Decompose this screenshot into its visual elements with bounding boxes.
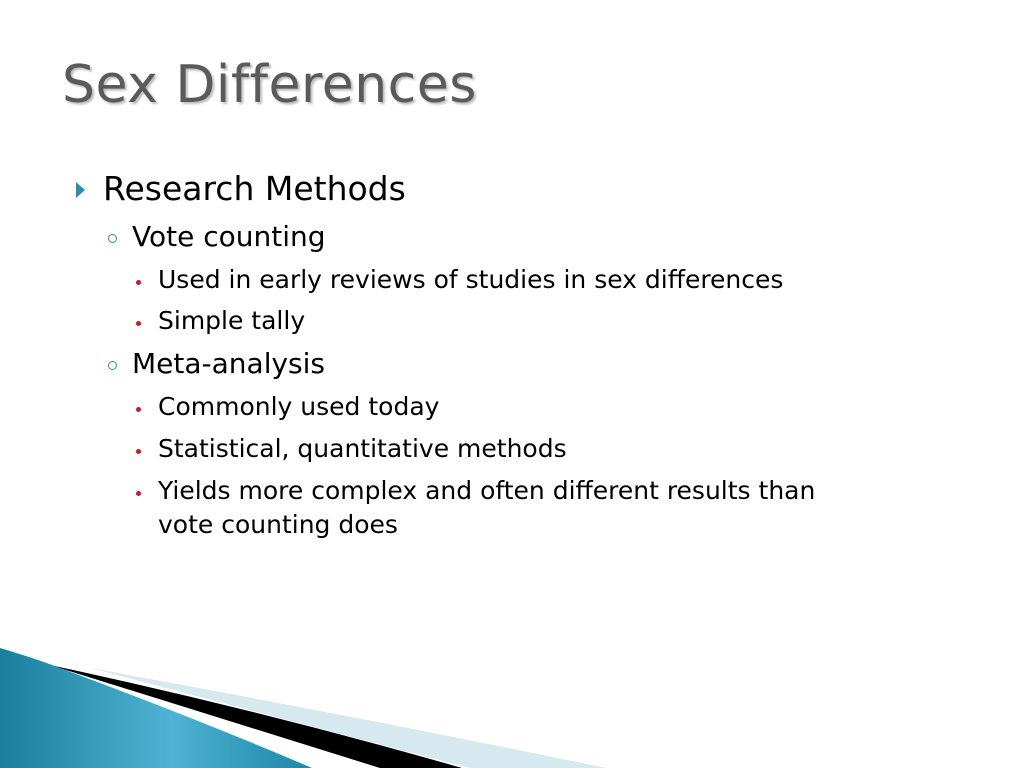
bullet-early-reviews: Used in early reviews of studies in sex … — [158, 265, 784, 294]
black-band — [50, 665, 462, 768]
light-band — [90, 668, 606, 768]
blue-wedge — [0, 648, 312, 768]
bullet-vote-counting: Vote counting — [132, 220, 326, 253]
dot-bullet-icon — [136, 449, 141, 454]
bullet-yields-more-continued: vote counting does — [158, 510, 398, 539]
dot-bullet-icon — [136, 407, 141, 412]
dot-bullet-icon — [136, 280, 141, 285]
arrow-bullet-icon — [76, 182, 85, 198]
bullet-commonly-used: Commonly used today — [158, 392, 440, 421]
slide-title: Sex Differences — [62, 55, 477, 115]
circle-bullet-icon — [108, 361, 117, 370]
dot-bullet-icon — [136, 491, 141, 496]
bullet-research-methods: Research Methods — [103, 169, 406, 208]
dot-bullet-icon — [136, 321, 141, 326]
circle-bullet-icon — [108, 234, 117, 243]
bullet-simple-tally: Simple tally — [158, 306, 306, 335]
bullet-meta-analysis: Meta-analysis — [132, 347, 325, 380]
bullet-yields-more: Yields more complex and often different … — [158, 476, 816, 505]
bullet-statistical: Statistical, quantitative methods — [158, 434, 567, 463]
